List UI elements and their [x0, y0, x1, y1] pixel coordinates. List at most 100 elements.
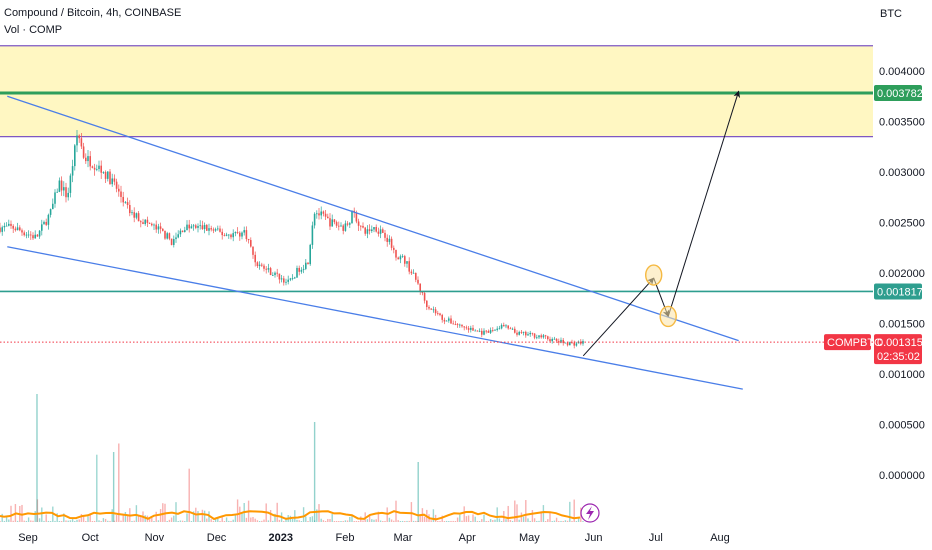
volume-bar	[82, 514, 85, 522]
volume-bar	[179, 520, 182, 522]
candle-body	[65, 187, 67, 198]
volume-bar	[63, 513, 65, 522]
candle-body	[291, 278, 294, 279]
candle-body	[162, 228, 164, 231]
candle-body	[520, 331, 523, 333]
candle-body	[278, 273, 281, 280]
volume-bar	[131, 520, 133, 522]
candle-body	[357, 221, 360, 226]
candle-body	[5, 225, 8, 227]
highlight-circle[interactable]	[659, 305, 677, 328]
candle-body	[566, 342, 569, 346]
candle-body	[410, 271, 413, 274]
volume-bar	[553, 520, 556, 522]
volume-bar	[245, 517, 248, 522]
volume-bar	[30, 520, 32, 522]
candle-body	[223, 235, 226, 236]
volume-bar	[573, 499, 575, 522]
candle-body	[32, 235, 34, 239]
volume-bar	[540, 511, 542, 522]
candle-body	[245, 230, 248, 240]
candle-body	[503, 325, 505, 327]
volume-bar	[291, 518, 294, 522]
volume-bar	[232, 519, 234, 522]
candle-body	[355, 212, 358, 222]
volume-bar	[500, 520, 503, 522]
candle-body	[379, 229, 382, 234]
candle-body	[322, 211, 325, 214]
volume-bar	[498, 518, 501, 522]
volume-bar	[379, 520, 382, 522]
volume-bar	[338, 520, 340, 522]
upper-trendline[interactable]	[7, 95, 739, 342]
candle-body	[553, 338, 556, 340]
candle-body	[558, 341, 560, 343]
volume-bar	[562, 521, 564, 522]
volume-bar	[454, 520, 457, 522]
candle-body	[214, 229, 217, 231]
candle-body	[386, 237, 388, 242]
candle-body	[3, 225, 6, 228]
candle-body	[507, 325, 509, 329]
candle-body	[522, 331, 525, 333]
volume-bar	[192, 511, 195, 522]
y-tick-label: 0.001500	[879, 319, 925, 331]
volume-bar	[151, 517, 153, 522]
volume-bar	[210, 519, 212, 522]
candle-body	[56, 191, 58, 193]
candle-body	[210, 228, 212, 230]
candle-body	[157, 226, 160, 230]
candle-body	[159, 226, 162, 229]
volume-bar	[118, 443, 120, 522]
y-tick-label: 0.000500	[879, 420, 925, 432]
volume-bar	[261, 520, 263, 522]
currency-label: BTC	[880, 8, 902, 20]
volume-bar	[437, 520, 439, 522]
volume-bar	[445, 520, 448, 522]
candle-body	[45, 221, 47, 225]
candle-body	[140, 221, 142, 223]
volume-bar	[487, 520, 490, 522]
volume-bar	[549, 512, 551, 522]
candle-body	[241, 232, 243, 237]
candle-body	[397, 257, 399, 260]
volume-bar	[58, 520, 61, 522]
candle-body	[300, 269, 303, 272]
candle-body	[335, 222, 338, 226]
candle-body	[331, 219, 333, 227]
volume-bar	[410, 502, 413, 522]
volume-bar	[104, 518, 107, 522]
candle-body	[375, 227, 377, 232]
volume-bar	[344, 520, 347, 522]
current-price-value: 0.001315	[877, 337, 923, 349]
candle-body	[483, 330, 485, 335]
candle-body	[456, 324, 459, 326]
projection-arrow[interactable]	[667, 90, 741, 317]
volume-bar	[274, 513, 276, 522]
candle-body	[412, 272, 415, 274]
candle-body	[302, 268, 305, 270]
volume-bar	[186, 513, 188, 522]
candle-body	[276, 272, 278, 274]
volume-bar	[100, 520, 102, 522]
candle-body	[122, 196, 124, 203]
candle-body	[448, 318, 450, 321]
volume-bar	[441, 515, 443, 522]
candle-body	[201, 225, 204, 230]
candle-body	[258, 264, 261, 267]
highlight-circle[interactable]	[645, 264, 663, 286]
volume-bar	[3, 520, 6, 522]
candle-body	[115, 181, 118, 189]
volume-bar	[577, 518, 580, 522]
volume-bar	[536, 520, 538, 522]
candle-body	[399, 256, 402, 260]
candle-body	[454, 324, 457, 325]
volume-bar	[0, 520, 1, 522]
projection-arrow[interactable]	[582, 277, 655, 357]
candle-body	[111, 178, 113, 185]
volume-bar	[538, 520, 540, 522]
volume-bar	[27, 517, 30, 522]
volume-bar	[126, 515, 129, 522]
lower-trendline[interactable]	[7, 246, 743, 390]
